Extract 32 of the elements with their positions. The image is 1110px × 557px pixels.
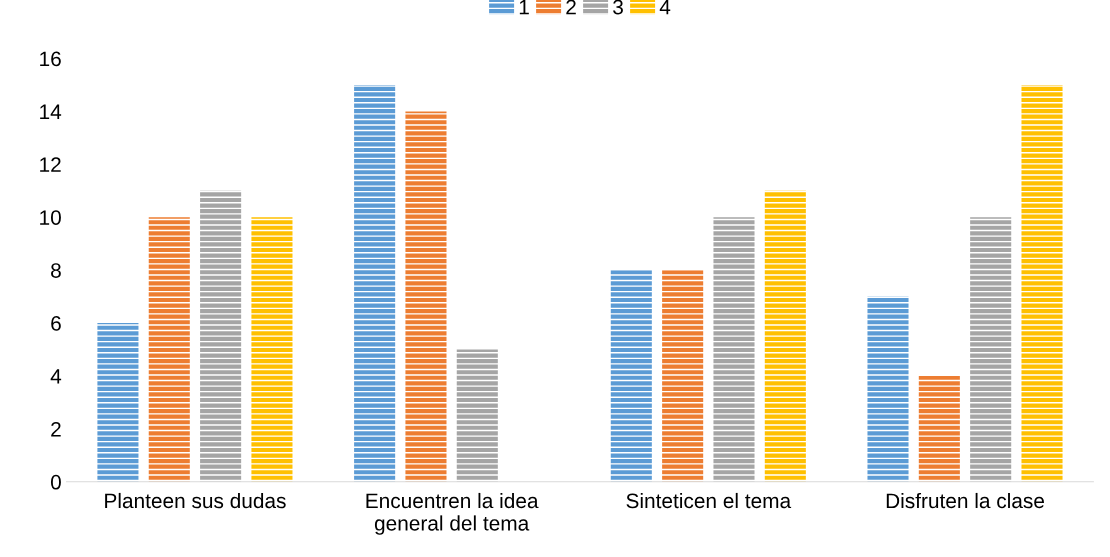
- bar: [610, 270, 652, 482]
- y-tick-label: 14: [40, 104, 62, 119]
- bar: [148, 217, 190, 482]
- bar: [918, 375, 960, 482]
- bar: [97, 323, 139, 482]
- legend-label: 3: [613, 0, 623, 15]
- bar: [405, 111, 447, 482]
- y-tick-label: 12: [40, 157, 61, 172]
- bar: [713, 217, 755, 482]
- bar: [200, 190, 242, 482]
- y-tick-label: 16: [40, 51, 61, 67]
- bar: [867, 296, 909, 482]
- y-tick-label: 6: [51, 316, 61, 331]
- bar: [970, 217, 1012, 482]
- bar: [251, 217, 293, 482]
- y-tick-label: 10: [40, 210, 61, 225]
- x-tick-label: Sinteticen el tema: [626, 492, 792, 509]
- x-tick-label: Disfruten la clase: [886, 492, 1044, 509]
- y-tick-label: 2: [51, 421, 61, 437]
- legend-label: 1: [519, 0, 529, 15]
- bar: [764, 190, 806, 482]
- y-tick-label: 4: [50, 369, 62, 384]
- legend-label: 2: [566, 0, 576, 15]
- x-tick-label: Encuentren la idea general del tema: [366, 492, 539, 535]
- legend-label: 4: [659, 0, 671, 15]
- y-tick-label: 0: [50, 474, 61, 490]
- bar: [1021, 84, 1063, 482]
- bar: [354, 84, 396, 482]
- y-tick-label: 8: [51, 263, 61, 278]
- bar: [662, 270, 704, 482]
- bar: [456, 349, 498, 482]
- x-tick-label: Planteen sus dudas: [105, 492, 286, 509]
